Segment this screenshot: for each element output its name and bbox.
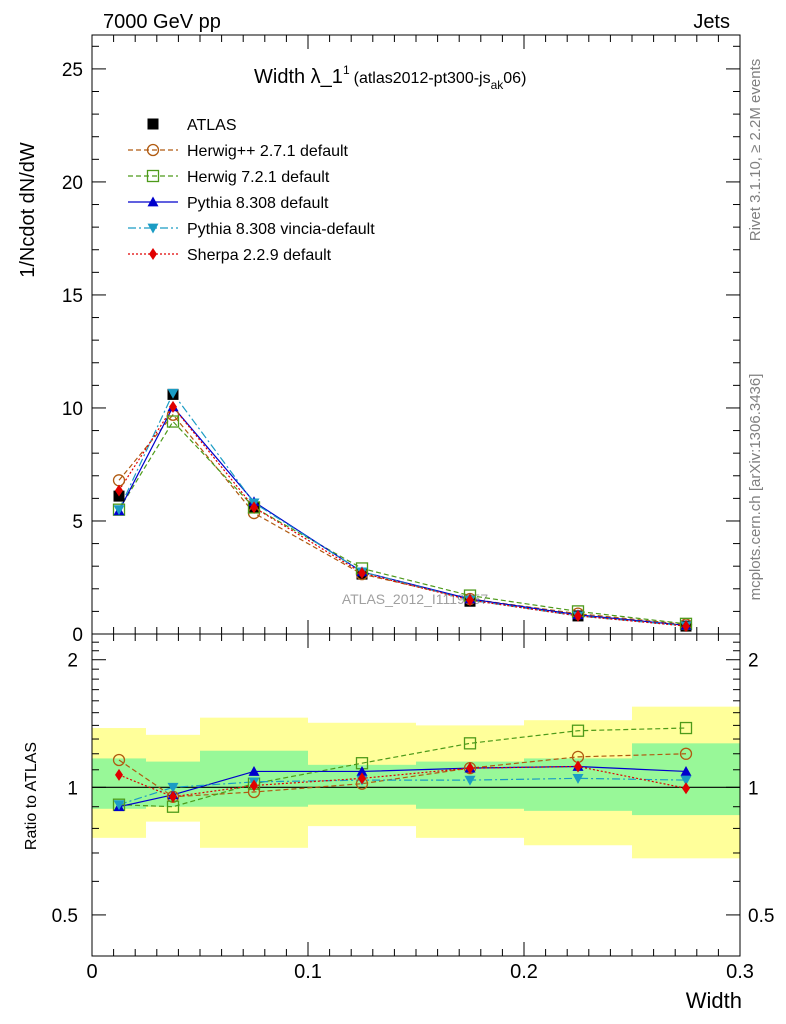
ratio-xtick-label: 0.1	[294, 961, 322, 983]
plot-title-sub-post: 06)	[503, 70, 526, 87]
rivet-label: Rivet 3.1.10, ≥ 2.2M events	[747, 59, 764, 242]
legend-marker-sherpa	[149, 248, 157, 260]
ratio-point-vincia	[464, 775, 476, 786]
ratio-point-sherpa	[169, 790, 177, 803]
legend-marker-herwig7	[146, 169, 160, 183]
ratio-ytick-label: 1	[67, 778, 78, 799]
legend-label-herwig7: Herwig 7.2.1 default	[187, 169, 330, 186]
legend-marker-atlas	[147, 118, 159, 130]
main-point-vincia	[113, 505, 125, 516]
ratio-ytick-label: 0.5	[52, 906, 78, 927]
ratio-xtick-label: 0.3	[726, 961, 754, 983]
legend: ATLAS Herwig++ 2.7.1 default Herwig 7.2.1 …	[128, 117, 375, 264]
legend-label-atlas: ATLAS	[187, 117, 237, 134]
main-ytick-label: 10	[62, 399, 83, 420]
main-point-vincia	[167, 388, 179, 399]
ratio-point-pythia	[680, 765, 692, 776]
ratio-point-vincia	[167, 782, 179, 793]
ratio-xtick-label: 0	[86, 961, 97, 983]
header-left: 7000 GeV pp	[103, 11, 221, 33]
legend-marker-herwigpp	[146, 143, 160, 157]
ratio-ytick-label-right: 1	[748, 778, 759, 799]
ratio-point-sherpa	[466, 762, 474, 775]
main-point-sherpa	[358, 566, 366, 579]
ratio-point-sherpa	[682, 782, 690, 795]
ratio-point-sherpa	[250, 779, 258, 792]
ratio-point-vincia	[572, 773, 584, 784]
main-point-herwig7	[166, 415, 180, 428]
main-ytick-label: 20	[62, 173, 83, 194]
ratio-ytick-label-right: 0.5	[748, 906, 774, 927]
ratio-point-herwig7	[463, 737, 477, 750]
mcplots-label: mcplots.cern.ch [arXiv:1306.3436]	[747, 374, 764, 601]
main-ytick-label: 25	[62, 60, 83, 81]
ratio-point-sherpa	[358, 772, 366, 785]
main-point-sherpa	[682, 620, 690, 633]
ratio-point-sherpa	[574, 760, 582, 773]
ratio-point-herwig7	[679, 721, 693, 735]
legend-label-vincia: Pythia 8.308 vincia-default	[187, 221, 375, 238]
main-ytick-label: 5	[72, 512, 83, 533]
main-point-sherpa	[250, 501, 258, 514]
legend-marker-pythia	[147, 196, 159, 207]
ratio-point-pythia	[356, 765, 368, 776]
legend-label-sherpa: Sherpa 2.2.9 default	[187, 247, 332, 264]
ratio-ytick-label: 2	[67, 651, 78, 672]
main-point-sherpa	[169, 400, 177, 413]
ratio-ytick-label-right: 2	[748, 651, 759, 672]
main-panel-axes: 0 5 10 15 20 25	[62, 34, 741, 646]
ratio-point-sherpa	[115, 768, 123, 781]
main-point-sherpa	[574, 609, 582, 622]
legend-marker-vincia	[147, 223, 159, 234]
legend-label-pythia: Pythia 8.308 default	[187, 195, 329, 212]
ratio-panel-series	[92, 721, 740, 813]
ratio-point-herwig7	[571, 724, 585, 737]
legend-label-herwigpp: Herwig++ 2.7.1 default	[187, 143, 349, 160]
ratio-point-herwigpp	[112, 753, 126, 767]
ratio-xtick-label: 0.2	[510, 961, 538, 983]
ratio-point-herwigpp	[679, 747, 693, 760]
main-panel-series	[112, 388, 693, 633]
ratio-point-vincia	[113, 800, 125, 811]
plot-title-main: Width λ_1	[254, 66, 343, 88]
ratio-point-vincia	[680, 775, 692, 786]
ratio-ylabel: Ratio to ATLAS	[23, 742, 40, 850]
header-right: Jets	[693, 11, 730, 33]
plot-title-sub-pre: (atlas2012-pt300-js	[354, 70, 491, 87]
x-axis-label: Width	[686, 988, 742, 1013]
plot-title-sup: 1	[343, 63, 350, 77]
ratio-line-herwig7	[118, 727, 687, 808]
ratio-panel-axes: 0.5 0.5 1 1 2 2 0 0.1 0.2 0.3	[52, 633, 774, 983]
main-ylabel: 1/Ncdot dN/dW	[17, 142, 39, 278]
plot-title-sub-sub: ak	[491, 78, 505, 92]
main-ytick-label: 15	[62, 286, 83, 307]
main-point-sherpa	[115, 484, 123, 497]
plot-title: Width λ_11 (atlas2012-pt300-jsak06)	[254, 63, 526, 92]
main-ytick-label: 0	[72, 625, 83, 646]
main-point-sherpa	[466, 594, 474, 607]
ratio-point-pythia	[248, 765, 260, 776]
